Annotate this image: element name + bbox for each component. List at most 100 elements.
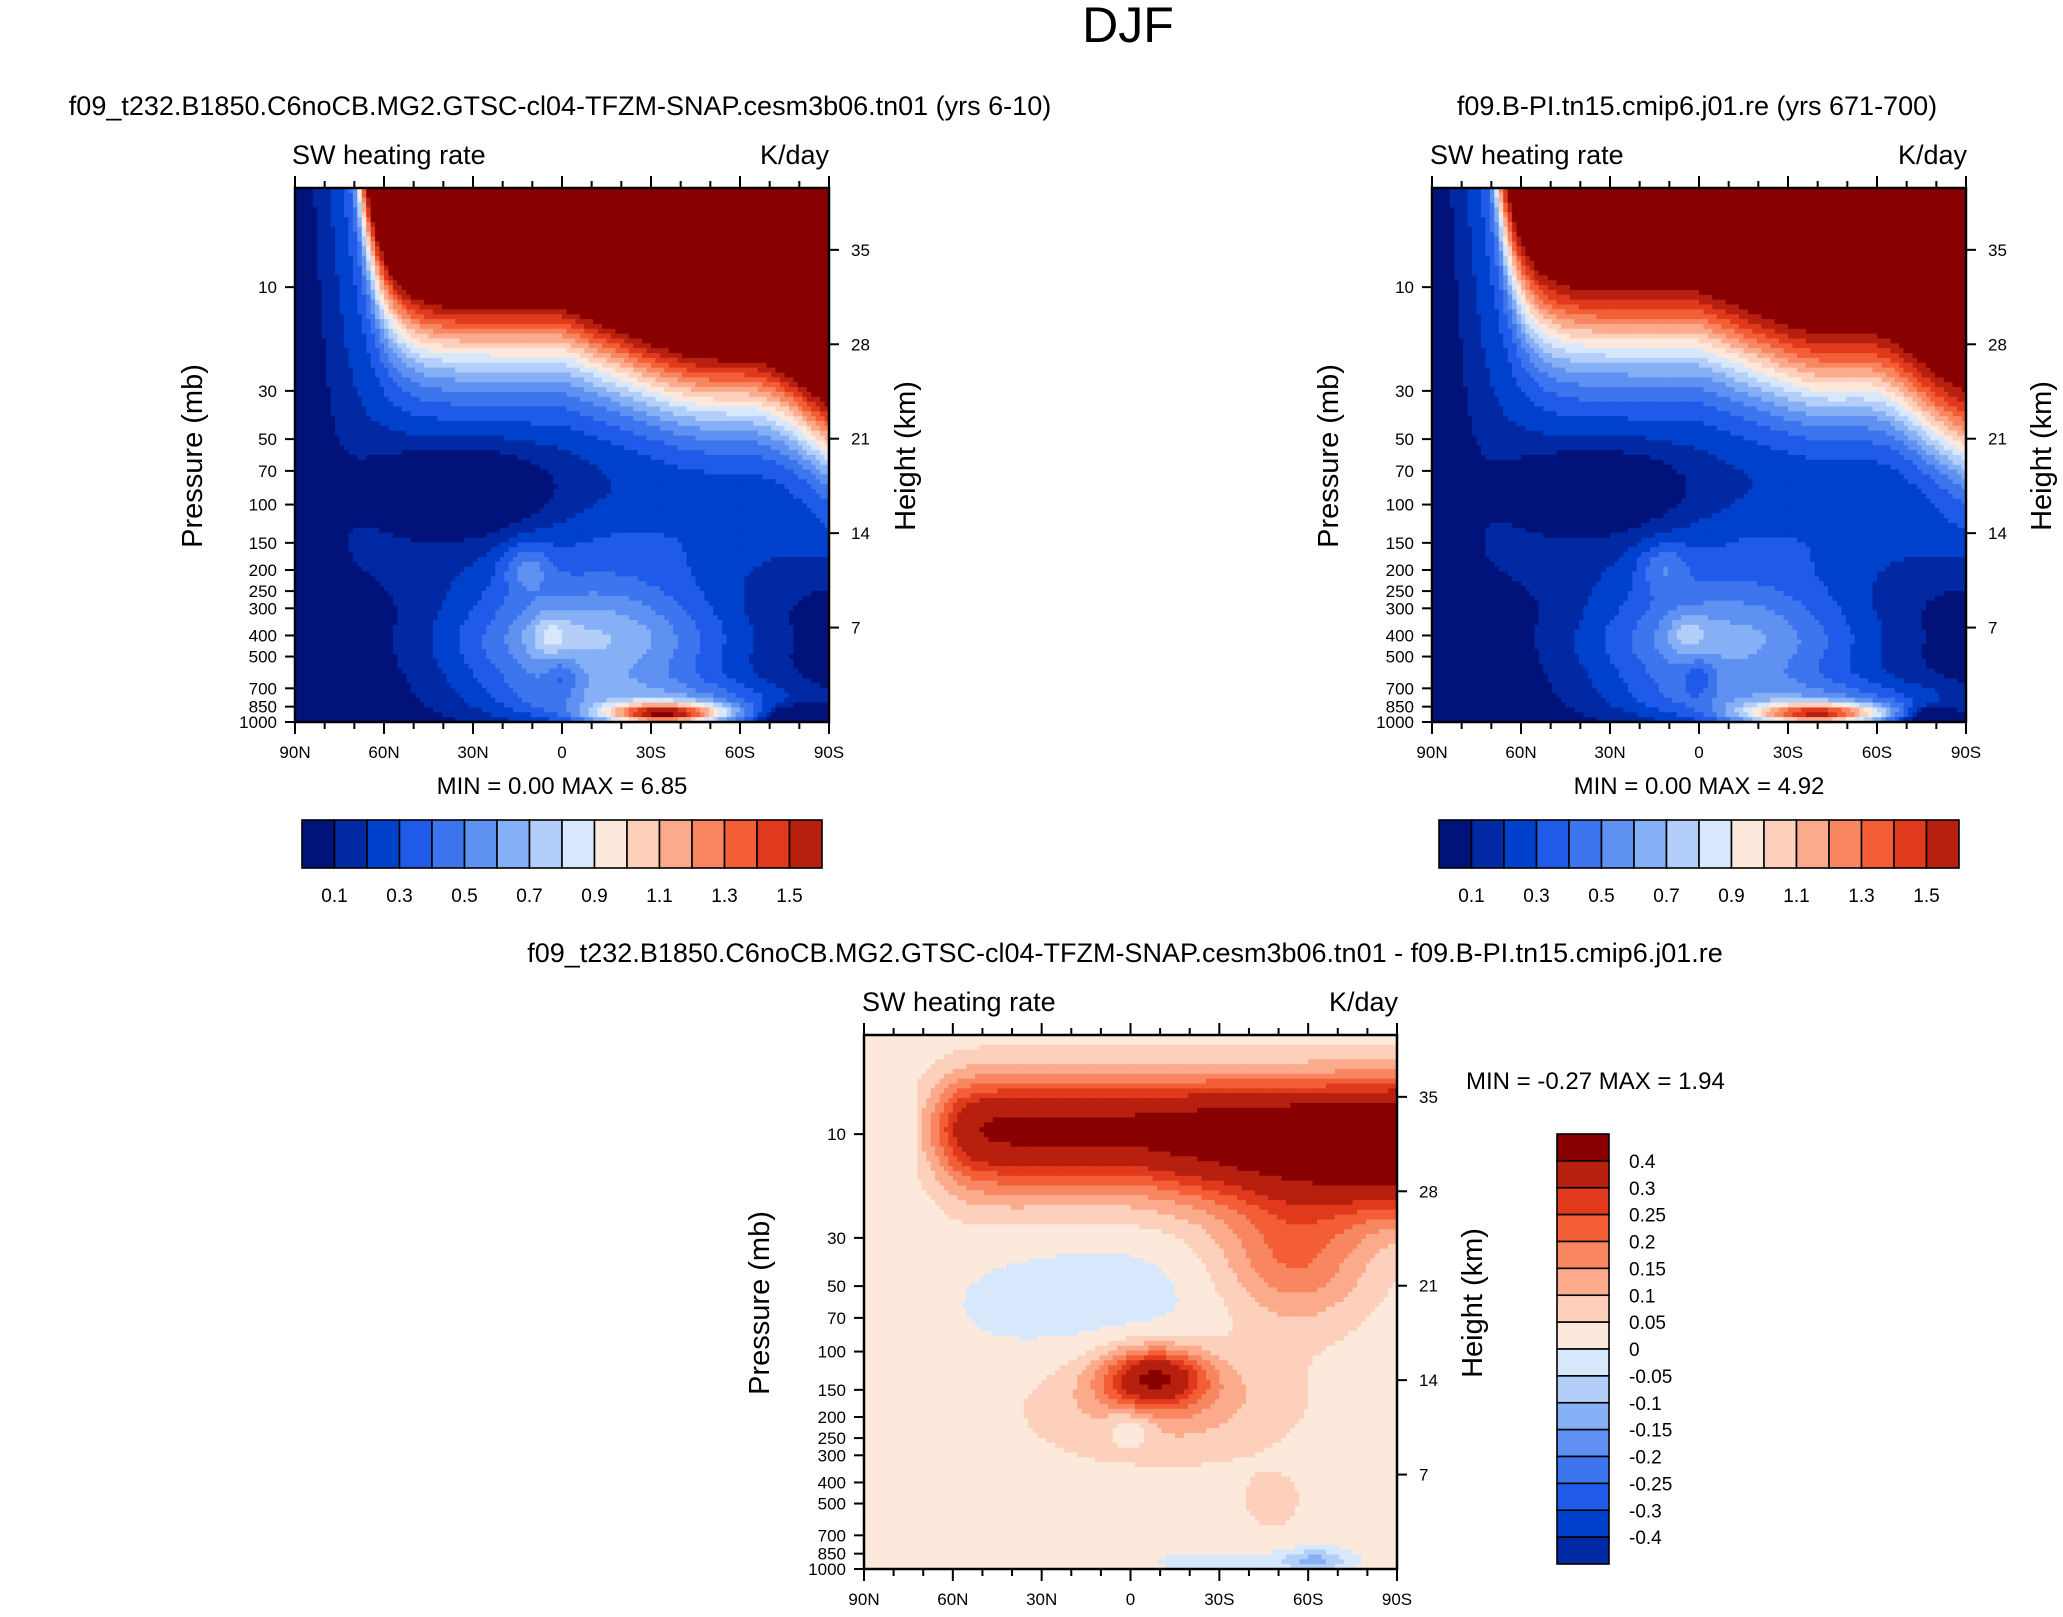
field-cell — [566, 328, 572, 335]
field-cell — [646, 188, 652, 194]
field-cell — [357, 270, 363, 276]
field-cell — [366, 357, 372, 364]
field-cell — [655, 231, 661, 238]
field-cell — [308, 280, 314, 286]
field-cell — [606, 197, 612, 204]
field-cell — [748, 333, 754, 340]
field-cell — [521, 294, 527, 301]
field-cell — [570, 309, 576, 315]
field-cell — [530, 285, 536, 291]
field-cell — [299, 328, 305, 335]
field-cell — [642, 343, 648, 349]
field-cell — [757, 231, 763, 238]
field-cell — [815, 299, 821, 306]
field-cell — [308, 231, 314, 238]
field-cell — [633, 197, 639, 204]
field-cell — [406, 265, 412, 272]
field-cell — [419, 202, 425, 209]
field-cell — [392, 236, 398, 242]
field-cell — [348, 367, 354, 374]
field-cell — [664, 333, 670, 340]
field-cell — [495, 280, 501, 286]
field-cell — [624, 202, 630, 209]
field-cell — [815, 353, 821, 359]
field-cell — [584, 299, 590, 306]
field-cell — [481, 217, 487, 223]
field-cell — [553, 338, 559, 344]
field-cell — [499, 372, 505, 378]
field-cell — [366, 367, 372, 374]
field-cell — [303, 226, 309, 233]
field-cell — [793, 265, 799, 272]
field-cell — [553, 212, 559, 218]
field-cell — [726, 357, 732, 364]
field-cell — [481, 319, 487, 325]
field-cell — [486, 226, 492, 233]
field-cell — [570, 387, 576, 393]
field-cell — [699, 372, 705, 378]
field-cell — [766, 343, 772, 349]
field-cell — [401, 207, 407, 213]
field-cell — [357, 260, 363, 267]
field-cell — [633, 231, 639, 238]
field-cell — [468, 323, 474, 330]
field-cell — [513, 275, 519, 281]
field-cell — [455, 188, 461, 194]
field-cell — [682, 212, 688, 218]
field-cell — [432, 367, 438, 374]
field-cell — [731, 236, 737, 242]
field-cell — [339, 221, 345, 228]
field-cell — [815, 226, 821, 233]
field-cell — [303, 280, 309, 286]
field-cell — [811, 217, 817, 223]
field-cell — [619, 362, 625, 369]
field-cell — [659, 333, 665, 340]
field-cell — [806, 217, 812, 223]
field-cell — [432, 299, 438, 306]
field-cell — [802, 333, 808, 340]
field-cell — [401, 188, 407, 194]
field-cell — [303, 192, 309, 199]
field-cell — [406, 275, 412, 281]
field-cell — [504, 246, 510, 252]
field-cell — [708, 357, 714, 364]
field-cell — [699, 285, 705, 291]
field-cell — [597, 212, 603, 218]
field-cell — [802, 260, 808, 267]
field-cell — [330, 328, 336, 335]
field-cell — [628, 270, 634, 276]
field-cell — [740, 367, 746, 374]
field-cell — [713, 226, 719, 233]
field-cell — [295, 265, 301, 272]
field-cell — [437, 270, 443, 276]
field-cell — [397, 265, 403, 272]
field-cell — [615, 294, 621, 301]
field-cell — [388, 280, 394, 286]
field-cell — [517, 319, 523, 325]
field-cell — [517, 323, 523, 330]
field-cell — [521, 197, 527, 204]
field-cell — [432, 314, 438, 320]
field-cell — [557, 377, 563, 383]
field-cell — [584, 207, 590, 213]
field-cell — [704, 323, 710, 330]
field-cell — [419, 285, 425, 291]
field-cell — [579, 289, 585, 296]
field-cell — [517, 294, 523, 301]
field-cell — [370, 202, 376, 209]
field-cell — [797, 192, 803, 199]
field-cell — [717, 188, 723, 194]
field-cell — [668, 357, 674, 364]
field-cell — [321, 338, 327, 344]
field-cell — [339, 299, 345, 306]
field-cell — [642, 236, 648, 242]
field-cell — [308, 357, 314, 364]
field-cell — [695, 212, 701, 218]
field-cell — [664, 348, 670, 354]
field-cell — [748, 212, 754, 218]
field-cell — [668, 241, 674, 247]
field-cell — [450, 367, 456, 374]
field-cell — [579, 280, 585, 286]
field-cell — [682, 299, 688, 306]
field-cell — [446, 280, 452, 286]
